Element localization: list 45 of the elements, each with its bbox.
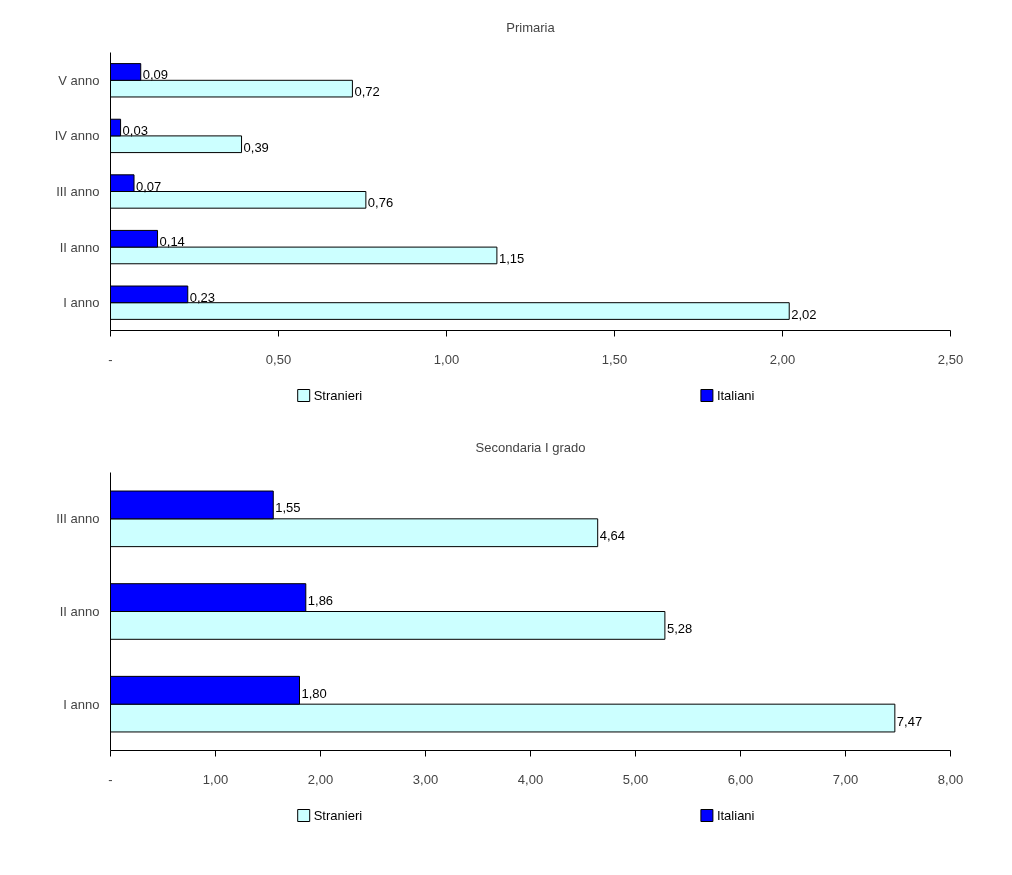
x-tick-label: 2,00	[307, 771, 334, 787]
data-label: 2,02	[791, 306, 817, 322]
y-tick-label: I anno	[63, 696, 100, 712]
y-tick-label: IV anno	[54, 128, 100, 144]
data-label: 1,55	[275, 500, 301, 516]
legend-label: Italiani	[716, 808, 755, 823]
data-label: 1,86	[307, 593, 334, 609]
x-tick-label: 7,00	[832, 771, 859, 787]
y-tick-label: III anno	[56, 184, 100, 199]
data-label: 0,09	[142, 67, 169, 83]
data-label: 5,28	[666, 620, 693, 636]
x-tick-label: 6,00	[727, 771, 754, 787]
data-label: 0,72	[354, 84, 380, 100]
data-label: 0,07	[136, 178, 162, 194]
data-label: 1,80	[301, 685, 327, 701]
y-tick-label: III anno	[56, 511, 100, 527]
legend-label: Stranieri	[313, 388, 363, 403]
x-tick-label: 2,50	[937, 351, 964, 367]
data-label: 4,64	[599, 528, 626, 544]
y-tick-label: II anno	[59, 239, 100, 255]
x-tick-label: 2,00	[769, 351, 796, 367]
x-tick-label: 5,00	[622, 771, 649, 787]
x-tick-label: 1,00	[433, 351, 460, 367]
y-tick-label: V anno	[58, 72, 100, 88]
y-tick-label: I anno	[63, 295, 100, 311]
chart-title: Primaria	[506, 20, 556, 35]
x-tick-label: -	[108, 771, 113, 787]
data-label: 0,03	[122, 123, 148, 139]
x-tick-label: 1,00	[202, 771, 229, 787]
x-tick-label: 8,00	[937, 771, 964, 787]
x-tick-label: 0,50	[265, 351, 292, 367]
x-tick-label: 3,00	[412, 771, 439, 787]
data-label: 0,76	[367, 195, 394, 211]
x-tick-label: 1,50	[601, 351, 628, 367]
x-tick-label: -	[108, 351, 113, 367]
legend-label: Stranieri	[313, 808, 363, 823]
data-label: 7,47	[896, 713, 923, 729]
data-label: 0,39	[243, 139, 269, 155]
x-tick-label: 4,00	[517, 771, 544, 787]
data-label: 1,15	[498, 250, 525, 266]
y-tick-label: II anno	[59, 604, 100, 619]
chart-title: Secondaria I grado	[475, 440, 586, 455]
data-label: 0,23	[189, 289, 216, 305]
legend-label: Italiani	[716, 388, 755, 403]
data-label: 0,14	[159, 234, 185, 250]
